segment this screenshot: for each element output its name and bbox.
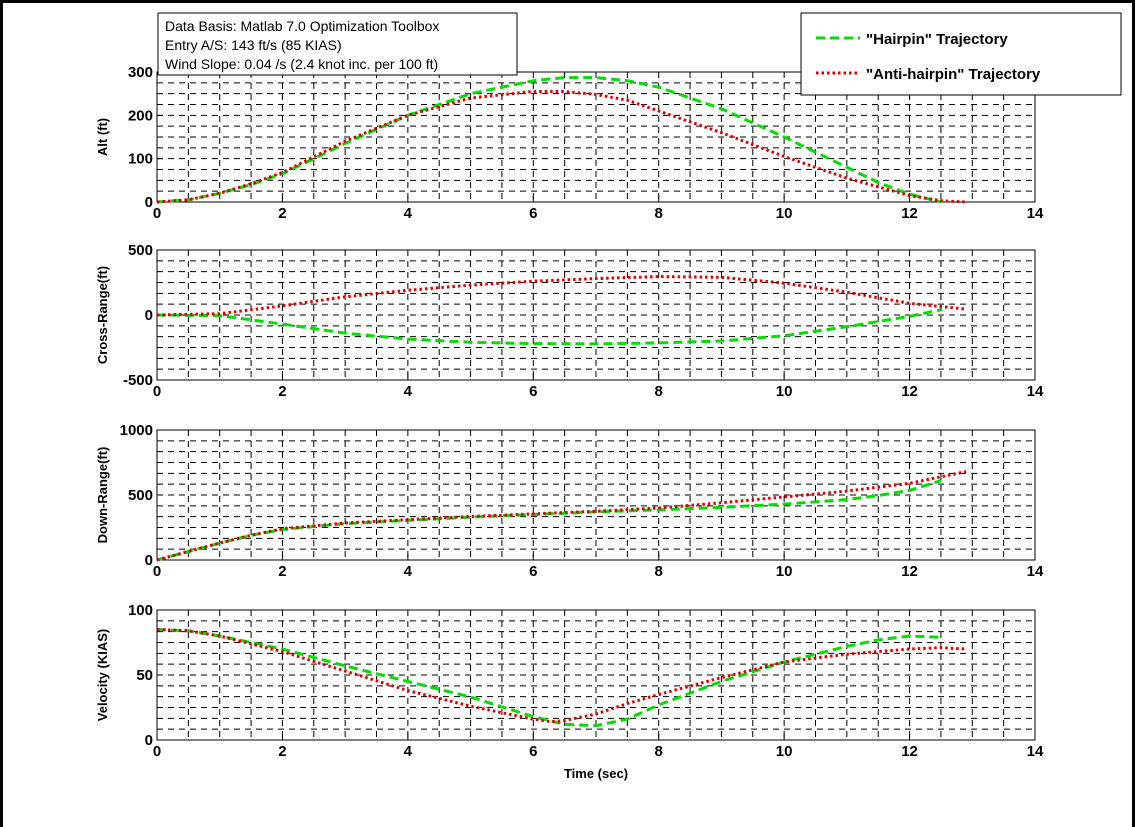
annotation-box: Data Basis: Matlab 7.0 Optimization Tool… (157, 12, 518, 76)
x-tick-label: 14 (1027, 205, 1044, 222)
y-axis-label: Cross-Range(ft) (95, 266, 110, 364)
x-tick-label: 10 (776, 383, 793, 400)
y-tick-label: 0 (145, 732, 153, 749)
x-tick-label: 12 (901, 383, 918, 400)
x-tick-label: 12 (901, 563, 918, 580)
x-tick-label: 0 (153, 205, 161, 222)
annotation-line-3: Wind Slope: 0.04 /s (2.4 knot inc. per 1… (165, 56, 438, 72)
x-tick-label: 0 (153, 563, 161, 580)
subplot-4: 0 2 4 6 8 10 12 14 0 50 100 Velocity (KIAS) (95, 602, 1044, 760)
x-tick-label: 6 (529, 563, 537, 580)
annotation-line-1: Data Basis: Matlab 7.0 Optimization Tool… (165, 18, 439, 34)
x-tick-label: 2 (278, 383, 286, 400)
legend: "Hairpin" Trajectory "Anti-hairpin" Traj… (800, 12, 1122, 96)
x-tick-label: 8 (655, 383, 663, 400)
x-tick-label: 0 (153, 743, 161, 760)
y-tick-label: 100 (128, 602, 153, 619)
y-tick-label: 50 (136, 667, 153, 684)
x-tick-label: 4 (404, 383, 413, 400)
legend-label-antihairpin: "Anti-hairpin" Trajectory (866, 66, 1041, 83)
x-tick-label: 6 (529, 205, 537, 222)
x-tick-label: 8 (655, 563, 663, 580)
series-hairpin-line (156, 308, 942, 346)
x-axis-label: Time (sec) (564, 766, 628, 781)
x-tick-label: 0 (153, 383, 161, 400)
y-tick-label: 100 (128, 151, 153, 168)
y-tick-label: 500 (128, 242, 153, 259)
x-tick-label: 8 (655, 743, 663, 760)
annotation-box-frame (157, 12, 518, 76)
x-tick-label: 2 (278, 563, 286, 580)
y-tick-label: 200 (128, 107, 153, 124)
y-axis-label: Alt (ft) (95, 118, 110, 156)
x-tick-label: 10 (776, 205, 793, 222)
x-tick-label: 12 (901, 743, 918, 760)
series-antihairpin-line (156, 470, 967, 562)
legend-frame (800, 12, 1122, 96)
y-tick-label: 1000 (120, 422, 153, 439)
y-tick-label: 300 (128, 64, 153, 81)
x-tick-label: 2 (278, 205, 286, 222)
x-tick-label: 12 (901, 205, 918, 222)
x-tick-label: 4 (404, 563, 413, 580)
x-tick-label: 10 (776, 743, 793, 760)
y-tick-label: -500 (123, 372, 153, 389)
x-tick-label: 14 (1027, 563, 1044, 580)
y-axis-label: Velocity (KIAS) (95, 629, 110, 721)
x-tick-label: 6 (529, 743, 537, 760)
x-tick-label: 10 (776, 563, 793, 580)
series-antihairpin-line (156, 275, 967, 317)
subplot-1: 0 2 4 6 8 10 12 14 0 100 200 300 Alt (ft) (95, 64, 1044, 222)
series-hairpin-line (156, 76, 942, 204)
y-tick-label: 500 (128, 487, 153, 504)
y-tick-label: 0 (145, 307, 153, 324)
subplot-3: 0 2 4 6 8 10 12 14 0 500 1000 Down-Range(ft) (95, 422, 1044, 580)
y-tick-label: 0 (145, 194, 153, 211)
x-tick-label: 6 (529, 383, 537, 400)
series-antihairpin-line (156, 628, 967, 724)
y-axis-label: Down-Range(ft) (95, 447, 110, 544)
series-antihairpin-line (156, 90, 967, 204)
x-tick-label: 14 (1027, 383, 1044, 400)
annotation-line-2: Entry A/S: 143 ft/s (85 KIAS) (165, 37, 342, 53)
x-tick-label: 4 (404, 743, 413, 760)
series-hairpin-line (156, 628, 941, 728)
legend-label-hairpin: "Hairpin" Trajectory (866, 31, 1008, 48)
y-tick-label: 0 (145, 552, 153, 569)
x-tick-label: 14 (1027, 743, 1044, 760)
x-tick-label: 8 (655, 205, 663, 222)
axes-frame (156, 71, 1036, 203)
x-tick-label: 2 (278, 743, 286, 760)
x-tick-label: 4 (404, 205, 413, 222)
